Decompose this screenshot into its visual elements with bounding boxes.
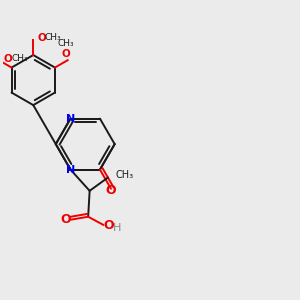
Text: O: O [3, 54, 12, 64]
Text: N: N [66, 165, 75, 175]
Text: CH₃: CH₃ [57, 40, 74, 49]
Text: N: N [66, 114, 75, 124]
Text: O: O [38, 33, 46, 43]
Text: CH₃: CH₃ [115, 170, 134, 181]
Text: H: H [112, 224, 121, 233]
Text: CH₃: CH₃ [44, 34, 61, 43]
Text: O: O [103, 219, 114, 232]
Text: O: O [106, 184, 116, 197]
Text: O: O [61, 213, 71, 226]
Text: CH₃: CH₃ [11, 54, 28, 63]
Text: O: O [62, 49, 70, 59]
